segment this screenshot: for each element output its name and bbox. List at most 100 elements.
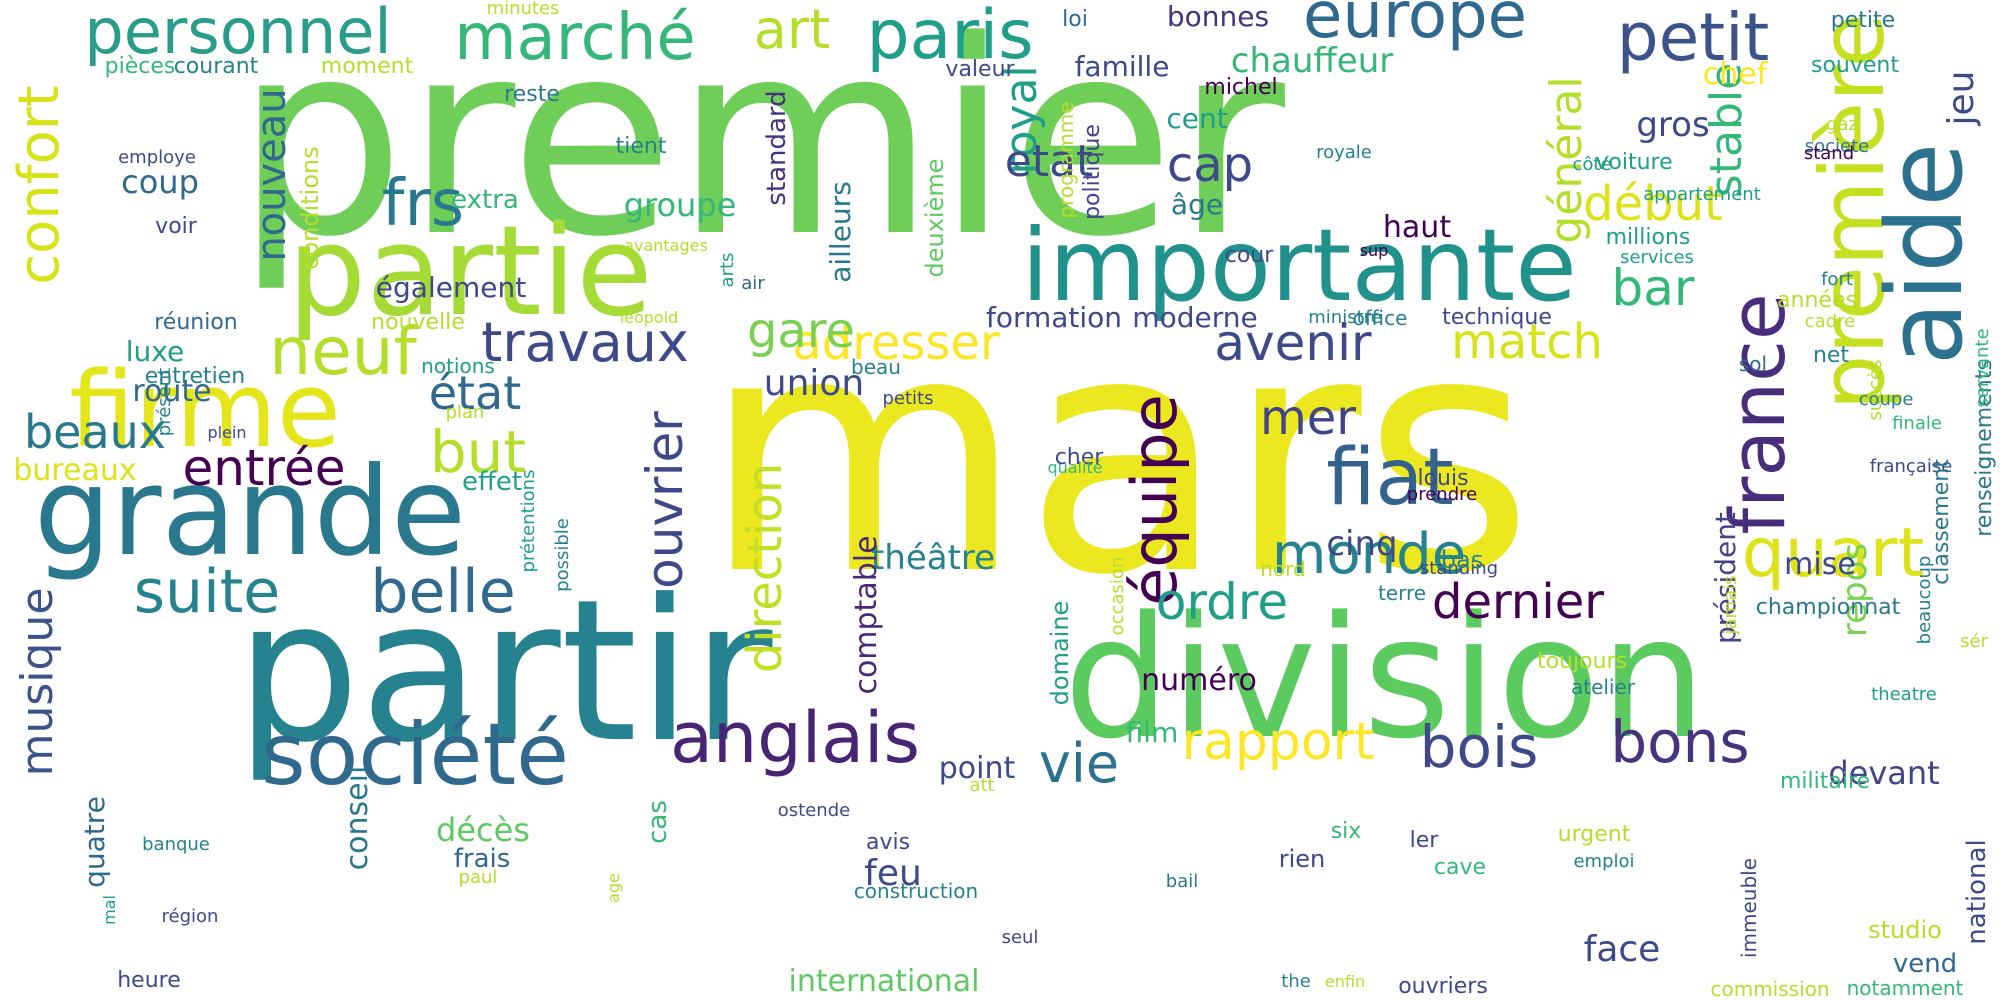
word: valeur — [945, 57, 1015, 82]
word: deuxième — [921, 158, 949, 278]
word: bois — [1419, 713, 1539, 781]
word: film — [1125, 716, 1179, 749]
word: paul — [458, 867, 498, 888]
word: reste — [504, 82, 560, 107]
word: cas — [643, 800, 673, 844]
word: nouveau — [249, 88, 295, 262]
word: point — [938, 751, 1016, 786]
word: banque — [142, 834, 210, 855]
word: région — [161, 906, 219, 927]
word: quatre — [78, 796, 111, 888]
word: haut — [1382, 210, 1452, 245]
word: suite — [133, 557, 281, 627]
word: souvent — [1811, 53, 1899, 78]
word: rien — [1278, 845, 1326, 873]
word: feu — [864, 853, 922, 894]
word: aide — [1864, 142, 1986, 366]
word: notions — [421, 354, 495, 378]
word: commission — [1710, 977, 1830, 1000]
word: qualité — [1047, 458, 1103, 477]
word: notamment — [1846, 976, 1964, 1000]
word: arts — [717, 252, 738, 288]
word: appartement — [1643, 184, 1761, 205]
word: état — [428, 366, 522, 420]
word: frais — [453, 844, 511, 874]
word: urgent — [1557, 822, 1631, 847]
word: paris — [866, 0, 1034, 75]
word: comptable — [849, 535, 884, 695]
word: conseil — [340, 765, 375, 871]
word: partie — [287, 200, 653, 344]
word: mise — [1784, 547, 1856, 582]
word: cinq — [1326, 524, 1398, 564]
word: famille — [1074, 50, 1170, 83]
word: prendre — [1406, 484, 1478, 505]
word: face — [1583, 929, 1661, 970]
word: entretien — [144, 364, 246, 389]
word: plan — [445, 402, 485, 423]
word: chef — [1702, 57, 1768, 92]
word: stand — [1803, 143, 1855, 164]
word: cave — [1433, 855, 1487, 880]
word: fort — [1821, 269, 1853, 290]
word: extra — [451, 185, 519, 215]
word: office — [1352, 306, 1408, 330]
word: art — [753, 0, 831, 61]
word: millions — [1605, 225, 1691, 250]
word: sér — [1960, 631, 1988, 652]
word: bureaux — [13, 453, 137, 488]
word: ouvriers — [1398, 974, 1488, 999]
word: belle — [370, 557, 516, 627]
word: grande — [33, 441, 467, 583]
word: technique — [1442, 305, 1552, 330]
word: courant — [173, 54, 259, 79]
word: beau — [851, 355, 901, 379]
word: marché — [454, 1, 696, 75]
word: coup — [121, 163, 199, 201]
word: att — [969, 775, 995, 796]
word: quart — [1741, 514, 1925, 593]
word: léopold — [619, 308, 679, 327]
word: emploi — [1573, 851, 1635, 872]
word: firme — [69, 349, 341, 471]
word: chauffeur — [1230, 41, 1394, 81]
word: enfin — [1324, 972, 1366, 991]
word: confort — [7, 85, 72, 285]
word: moment — [320, 54, 414, 79]
word: conditions — [296, 146, 324, 270]
word: direction — [737, 462, 793, 674]
word: ouvrier — [636, 411, 694, 589]
word: etat — [1004, 136, 1094, 187]
word: avenir — [1214, 314, 1372, 372]
word: occasion — [1107, 556, 1128, 636]
word: nouvelle — [371, 310, 465, 335]
word: personnel — [84, 0, 392, 68]
word: avis — [865, 830, 911, 855]
word: fiat — [1326, 433, 1454, 523]
word: theatre — [1871, 684, 1937, 705]
word: monde — [1271, 522, 1467, 587]
word: côté — [1572, 154, 1612, 175]
word: bons — [1610, 708, 1750, 776]
word: domaine — [1046, 600, 1074, 706]
word: devant — [1828, 754, 1940, 792]
word: effet — [461, 467, 523, 497]
word: bas — [1440, 546, 1484, 574]
word: vie — [1038, 732, 1120, 795]
word: mal — [100, 895, 119, 925]
word: cadre — [1804, 311, 1856, 332]
word: mars — [702, 263, 1534, 647]
word: union — [763, 363, 865, 404]
word: musique — [12, 587, 63, 777]
word: importante — [1021, 207, 1577, 324]
word: moderne — [1132, 301, 1258, 334]
word: employe — [118, 147, 196, 168]
word: cap — [1166, 137, 1254, 193]
word: beaux — [23, 405, 167, 459]
word: jamais — [1720, 575, 1741, 635]
word: coupe — [1858, 389, 1914, 410]
word: cent — [1166, 102, 1228, 135]
word: bail — [1165, 871, 1199, 892]
word: sol — [1738, 352, 1768, 376]
word: tient — [615, 134, 667, 159]
